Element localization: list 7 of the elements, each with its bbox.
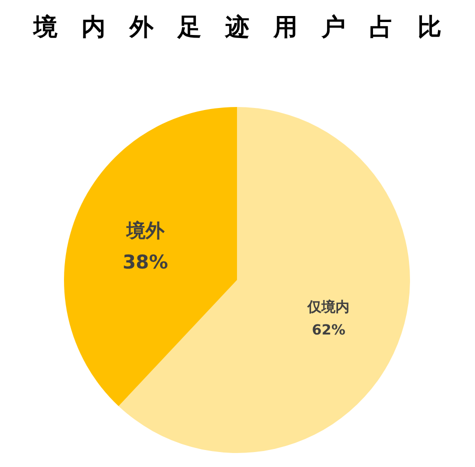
slice-label: 境外 — [125, 220, 166, 242]
chart-title: 境内外足迹用户占比 — [32, 13, 466, 41]
data-label: 62% — [312, 322, 346, 338]
pie-slice — [118, 107, 410, 453]
pie-slice — [64, 107, 237, 406]
data-label: 38% — [122, 251, 168, 274]
slice-label: 仅境内 — [306, 298, 350, 316]
